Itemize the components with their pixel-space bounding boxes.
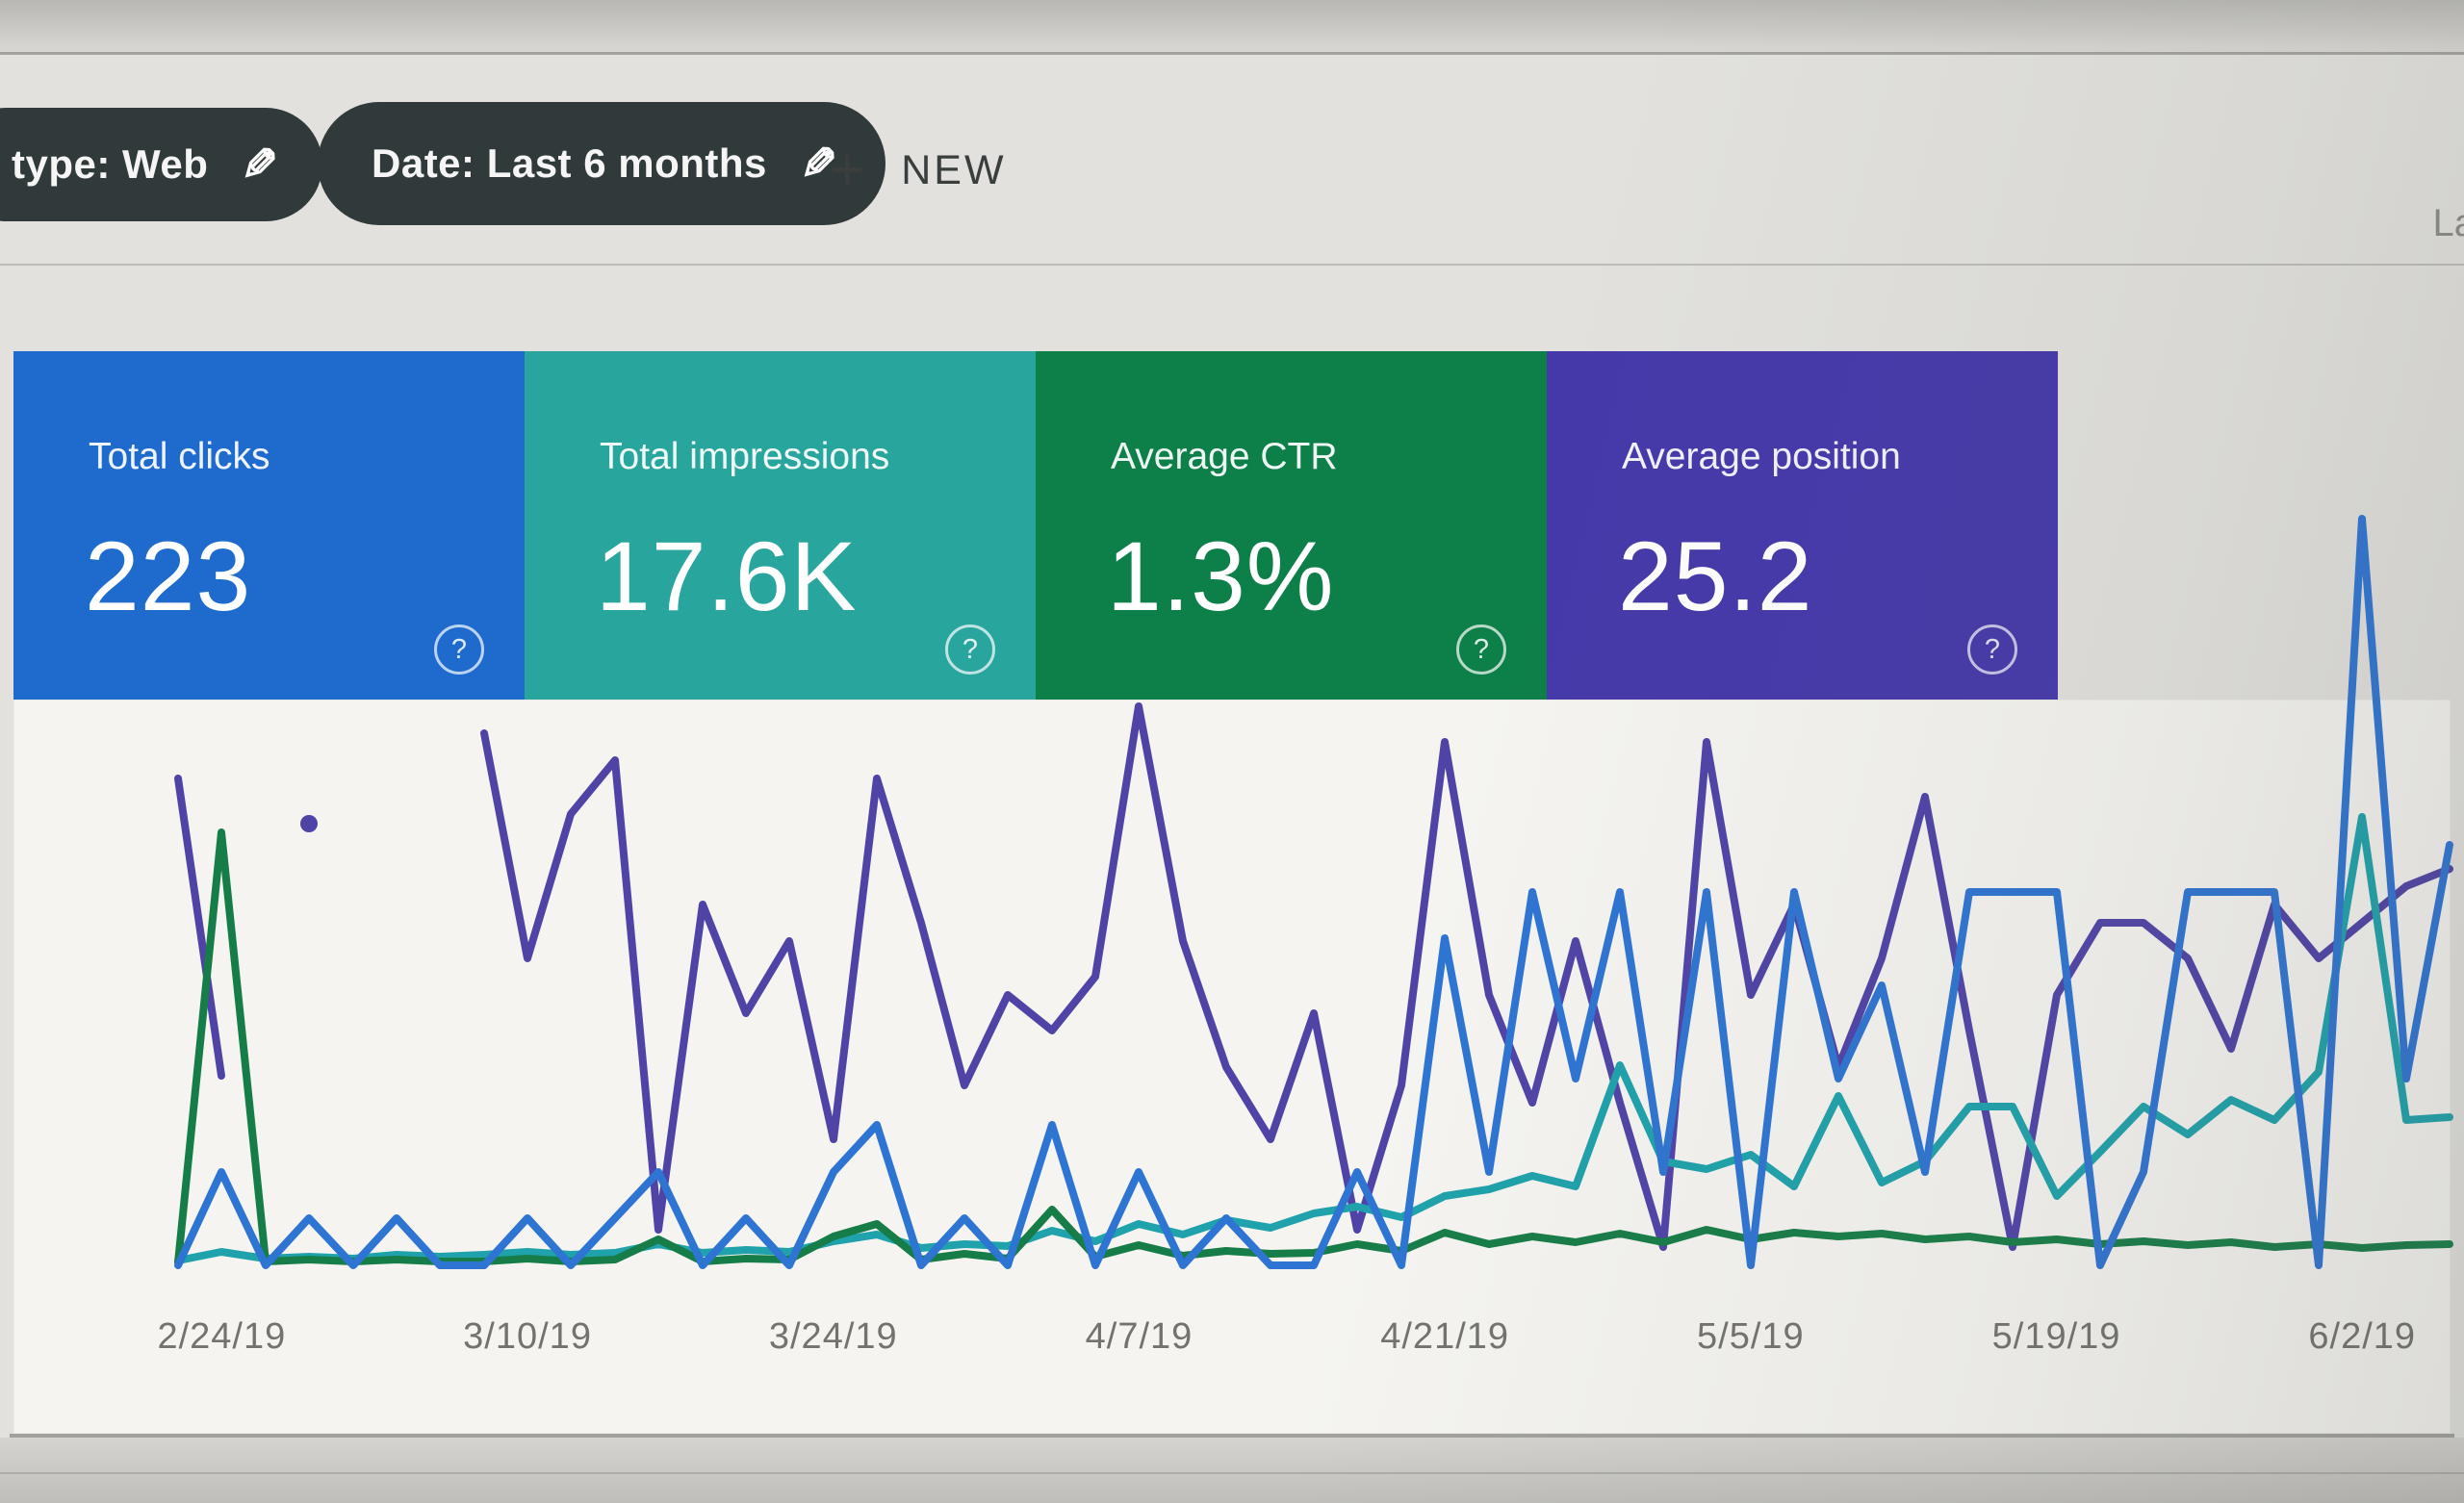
date-filter-chip[interactable]: Date: Last 6 months ✎ xyxy=(318,102,886,225)
date-filter-chip-label: Date: Last 6 months xyxy=(372,140,767,186)
search-type-chip-label: type: Web xyxy=(12,141,209,187)
card-label: Average position xyxy=(1622,436,1901,477)
card-label: Total clicks xyxy=(89,436,270,477)
plus-icon: + xyxy=(830,137,865,203)
help-icon[interactable]: ? xyxy=(1967,624,2017,675)
card-label: Average CTR xyxy=(1111,436,1338,477)
top-band xyxy=(0,0,2464,54)
edit-pencil-icon[interactable]: ✎ xyxy=(241,140,279,190)
total-impressions-card[interactable]: Total impressions 17.6K ? xyxy=(525,351,1036,700)
total-clicks-card[interactable]: Total clicks 223 ? xyxy=(13,351,525,700)
panel-bottom-edge xyxy=(10,1434,2454,1438)
card-value: 17.6K xyxy=(596,522,858,631)
chart-panel xyxy=(13,700,2451,1434)
last-updated-partial-text: La xyxy=(2432,202,2464,244)
card-label: Total impressions xyxy=(600,436,890,477)
bottom-faint-line xyxy=(0,1472,2464,1474)
card-value: 1.3% xyxy=(1107,522,1335,631)
card-value: 223 xyxy=(85,522,252,631)
average-ctr-card[interactable]: Average CTR 1.3% ? xyxy=(1036,351,1547,700)
help-icon[interactable]: ? xyxy=(1456,624,1506,675)
top-edge-line xyxy=(0,52,2464,55)
help-icon[interactable]: ? xyxy=(434,624,484,675)
page-bottom-strip xyxy=(0,1438,2464,1503)
header-divider xyxy=(0,264,2464,266)
search-type-chip[interactable]: type: Web ✎ xyxy=(0,108,323,221)
card-value: 25.2 xyxy=(1618,522,1813,631)
new-filter-label: NEW xyxy=(901,146,1007,193)
help-icon[interactable]: ? xyxy=(945,624,995,675)
average-position-card[interactable]: Average position 25.2 ? xyxy=(1547,351,2058,700)
new-filter-button[interactable]: + NEW xyxy=(830,140,1007,200)
